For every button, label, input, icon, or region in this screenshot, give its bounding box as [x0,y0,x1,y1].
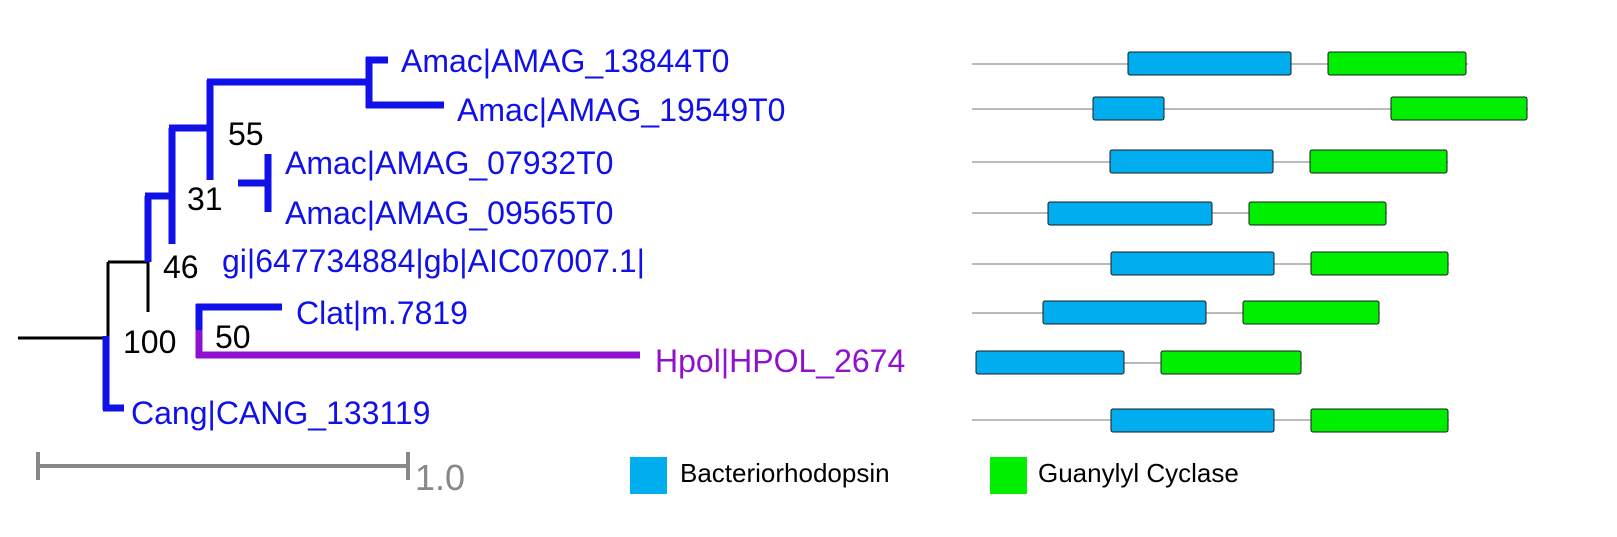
legend-label-guanylyl-cyclase: Guanylyl Cyclase [1038,458,1239,488]
domain-row [972,96,1528,121]
tree-branches [18,56,640,412]
leaf-label-amag-13844: Amac|AMAG_13844T0 [401,43,729,79]
domain-row [972,251,1449,276]
guanylyl-cyclase-domain [1309,149,1448,174]
guanylyl-cyclase-domain [1310,251,1449,276]
leaf-label-amag-07932: Amac|AMAG_07932T0 [285,145,613,181]
support-value-100: 100 [123,324,176,360]
guanylyl-cyclase-domain [1160,350,1302,375]
guanylyl-cyclase-domain [1390,96,1528,121]
leaf-label-aic07007: gi|647734884|gb|AIC07007.1| [222,243,645,279]
leaf-label-hpol: Hpol|HPOL_2674 [655,343,905,379]
domain-row [972,201,1387,226]
leaf-label-amag-19549: Amac|AMAG_19549T0 [457,92,785,128]
bacteriorhodopsin-domain [1127,51,1292,76]
domain-row [972,51,1468,76]
guanylyl-cyclase-domain [1248,201,1387,226]
legend-label-bacteriorhodopsin: Bacteriorhodopsin [680,458,890,488]
guanylyl-cyclase-domain [1310,408,1449,433]
legend-swatch-guanylyl-cyclase [990,457,1027,494]
domain-row [972,149,1448,174]
bacteriorhodopsin-domain [975,350,1125,375]
leaf-label-clat: Clat|m.7819 [296,295,468,331]
bacteriorhodopsin-domain [1109,149,1274,174]
domain-row [972,300,1380,325]
domain-row [972,408,1449,433]
scale-bar: 1.0 [36,452,465,498]
bacteriorhodopsin-domain [1047,201,1213,226]
bacteriorhodopsin-domain [1110,251,1275,276]
guanylyl-cyclase-domain [1242,300,1380,325]
support-value-55: 55 [228,116,264,152]
support-value-46: 46 [163,249,199,285]
support-value-50: 50 [215,319,251,355]
leaf-label-amag-09565: Amac|AMAG_09565T0 [285,195,613,231]
guanylyl-cyclase-domain [1327,51,1467,76]
leaf-label-cang: Cang|CANG_133119 [131,395,430,431]
support-value-31: 31 [187,181,223,217]
bacteriorhodopsin-domain [1110,408,1275,433]
domain-architectures [972,51,1528,433]
leaf-labels: Amac|AMAG_13844T0 Amac|AMAG_19549T0 Amac… [131,43,905,431]
legend: Bacteriorhodopsin Guanylyl Cyclase [630,457,1239,494]
domain-row [975,350,1302,375]
scale-bar-label: 1.0 [415,457,465,498]
bacteriorhodopsin-domain [1092,96,1165,121]
bacteriorhodopsin-domain [1042,300,1207,325]
support-values: 55 31 46 100 50 [123,116,264,360]
legend-swatch-bacteriorhodopsin [630,457,667,494]
